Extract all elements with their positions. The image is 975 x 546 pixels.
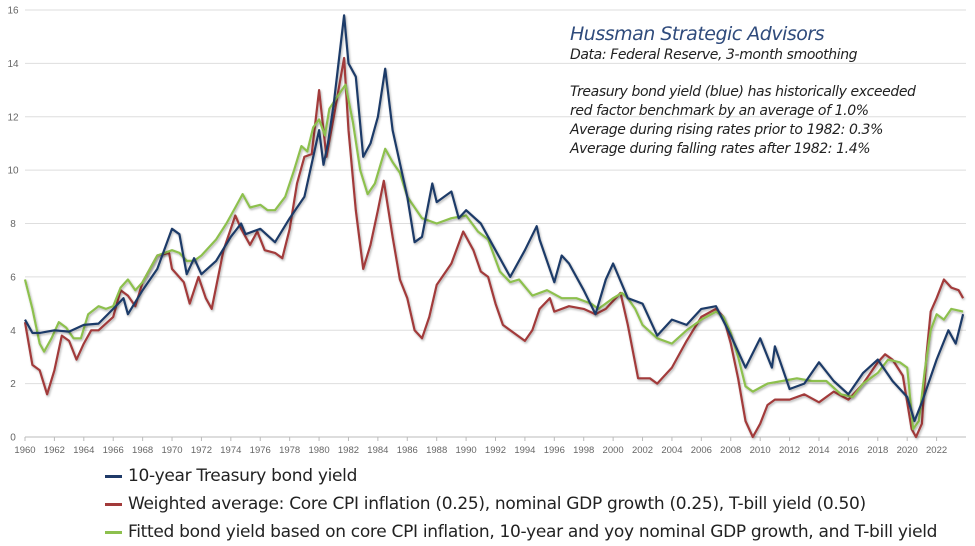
annotation-box: Hussman Strategic Advisors Data: Federal… (570, 22, 916, 159)
legend-label: 10-year Treasury bond yield (128, 466, 358, 486)
annotation-line: Treasury bond yield (blue) has historica… (570, 84, 916, 100)
x-axis: 1960 1962 1964 1966 1968 1970 1972 1974 1976 1978… (14, 437, 947, 456)
x-tick-label: 2010 (750, 445, 771, 456)
x-tick-label: 2018 (867, 445, 888, 456)
x-tick-label: 1968 (132, 445, 153, 456)
legend: 10-year Treasury bond yield Weighted ave… (105, 462, 937, 546)
legend-item-fitted: Fitted bond yield based on core CPI infl… (105, 518, 937, 546)
y-tick-label: 0 (10, 433, 16, 444)
y-tick-label: 14 (7, 59, 19, 70)
x-tick-label: 1994 (514, 445, 535, 456)
series-lines (23, 14, 965, 439)
annotation-line: Average during falling rates after 1982:… (570, 141, 871, 157)
x-tick-label: 2008 (720, 445, 741, 456)
x-tick-label: 2000 (603, 445, 624, 456)
x-tick-label: 1978 (279, 445, 300, 456)
x-tick-label: 1960 (14, 445, 35, 456)
annotation-line: red factor benchmark by an average of 1.… (570, 103, 869, 119)
legend-label: Fitted bond yield based on core CPI infl… (128, 522, 938, 542)
x-tick-label: 1988 (426, 445, 447, 456)
x-tick-label: 2014 (808, 445, 829, 456)
y-tick-label: 10 (7, 166, 19, 177)
series-line-weighted-average (23, 56, 965, 439)
x-tick-label: 1992 (485, 445, 506, 456)
x-tick-label: 1964 (73, 445, 94, 456)
x-tick-label: 1996 (544, 445, 565, 456)
y-tick-label: 4 (10, 326, 16, 337)
legend-item-treasury: 10-year Treasury bond yield (105, 462, 937, 490)
y-tick-label: 8 (10, 219, 16, 230)
x-tick-label: 1998 (573, 445, 594, 456)
y-tick-label: 2 (10, 379, 16, 390)
x-tick-label: 1970 (161, 445, 182, 456)
legend-item-weighted-average: Weighted average: Core CPI inflation (0.… (105, 490, 937, 518)
x-tick-label: 2016 (838, 445, 859, 456)
legend-swatch-green (105, 530, 122, 534)
x-tick-label: 1990 (456, 445, 477, 456)
x-tick-label: 2002 (632, 445, 653, 456)
x-tick-label: 1974 (220, 445, 241, 456)
y-tick-label: 12 (7, 112, 19, 123)
chart-title: Hussman Strategic Advisors (570, 23, 825, 45)
x-tick-label: 1982 (338, 445, 359, 456)
x-tick-label: 2012 (779, 445, 800, 456)
chart-subtitle: Data: Federal Reserve, 3-month smoothing (570, 47, 858, 63)
x-tick-label: 1976 (250, 445, 271, 456)
y-tick-label: 6 (10, 272, 16, 283)
y-axis: 0 2 4 6 8 10 12 14 16 (7, 6, 19, 444)
x-tick-label: 2022 (926, 445, 947, 456)
x-tick-label: 1984 (367, 445, 388, 456)
x-tick-label: 2020 (897, 445, 918, 456)
x-tick-label: 2004 (661, 445, 682, 456)
x-tick-label: 1962 (44, 445, 65, 456)
series-line-treasury (24, 14, 965, 423)
legend-swatch-blue (105, 474, 122, 478)
annotation-line: Average during rising rates prior to 198… (570, 122, 883, 138)
x-tick-label: 2006 (691, 445, 712, 456)
legend-swatch-red (105, 502, 122, 506)
x-tick-label: 1986 (397, 445, 418, 456)
x-tick-label: 1972 (191, 445, 212, 456)
gridlines (25, 9, 966, 438)
legend-label: Weighted average: Core CPI inflation (0.… (128, 494, 866, 514)
x-tick-label: 1980 (308, 445, 329, 456)
x-tick-label: 1966 (103, 445, 124, 456)
y-tick-label: 16 (7, 6, 19, 17)
